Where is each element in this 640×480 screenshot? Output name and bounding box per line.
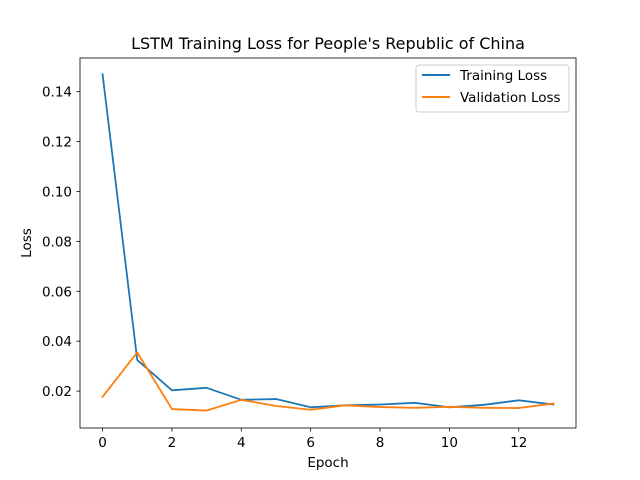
y-tick-label: 0.02 (42, 384, 72, 400)
legend-label-validation-loss: Validation Loss (460, 90, 561, 106)
y-axis-ticks: 0.02 0.04 0.06 0.08 0.10 0.12 0.14 (42, 85, 80, 400)
x-tick-label: 6 (306, 435, 315, 451)
x-tick-label: 8 (376, 435, 385, 451)
series-line-training-loss (101, 73, 555, 409)
x-tick-label: 12 (510, 435, 527, 451)
y-tick-label: 0.10 (42, 184, 72, 200)
x-tick-label: 0 (98, 435, 107, 451)
y-tick-label: 0.06 (42, 284, 72, 300)
series-line-validation-loss (101, 351, 555, 412)
y-axis-label: Loss (19, 228, 35, 258)
legend: Training Loss Validation Loss (415, 64, 570, 113)
x-axis-label: Epoch (307, 455, 348, 471)
x-axis-ticks: 0 2 4 6 8 10 12 (98, 428, 527, 451)
x-tick-label: 2 (168, 435, 177, 451)
y-tick-label: 0.14 (42, 85, 72, 101)
legend-frame (415, 64, 570, 113)
x-tick-label: 10 (441, 435, 458, 451)
chart-title: LSTM Training Loss for People's Republic… (131, 34, 525, 53)
y-tick-label: 0.04 (42, 334, 72, 350)
legend-label-training-loss: Training Loss (459, 68, 547, 84)
series-lines (101, 73, 555, 412)
plot-frame (79, 57, 577, 429)
x-tick-label: 4 (237, 435, 246, 451)
y-tick-label: 0.12 (42, 135, 72, 151)
y-tick-label: 0.08 (42, 234, 72, 250)
